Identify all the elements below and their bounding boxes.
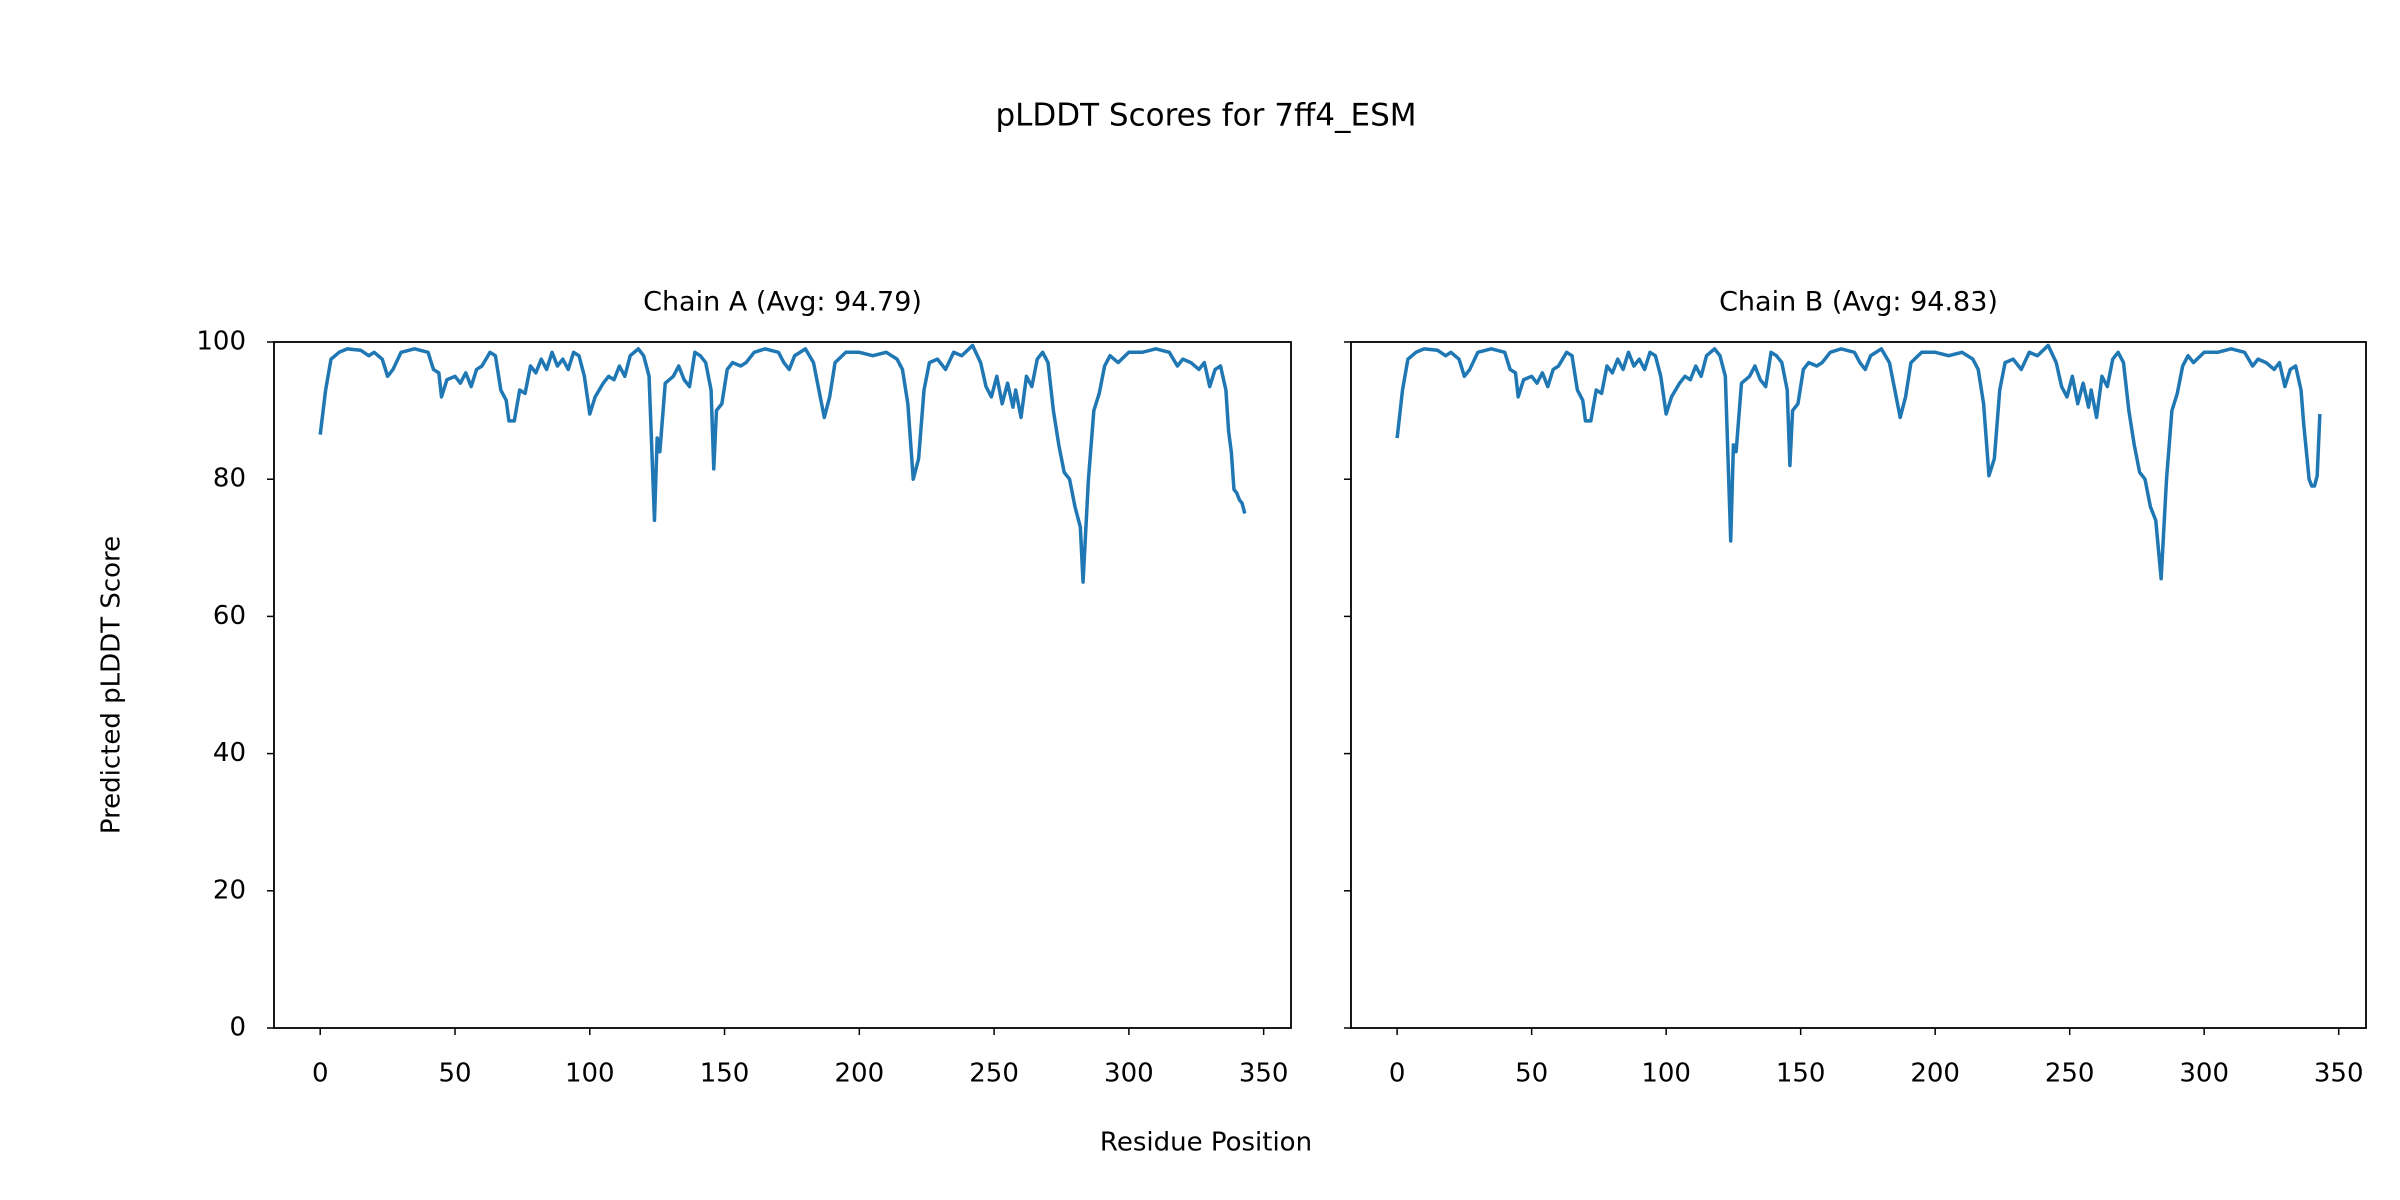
y-tick-label: 60 — [213, 601, 246, 631]
y-tick-label: 0 — [229, 1013, 246, 1043]
x-tick-label: 0 — [1389, 1059, 1406, 1089]
x-tick-label: 250 — [969, 1059, 1019, 1089]
x-tick-label: 300 — [2179, 1059, 2229, 1089]
y-tick-label: 40 — [213, 738, 246, 768]
x-axis-label: Residue Position — [1100, 1128, 1312, 1158]
x-tick-label: 300 — [1104, 1059, 1154, 1089]
x-tick-label: 0 — [312, 1059, 329, 1089]
x-tick-label: 350 — [1239, 1059, 1289, 1089]
x-tick-label: 250 — [2045, 1059, 2095, 1089]
subplot-title: Chain B (Avg: 94.83) — [1719, 287, 1998, 318]
x-tick-label: 100 — [1641, 1059, 1691, 1089]
x-tick-label: 50 — [438, 1059, 471, 1089]
axes-frame — [1350, 341, 2367, 1029]
x-tick-label: 50 — [1515, 1059, 1548, 1089]
subplot-title: Chain A (Avg: 94.79) — [643, 287, 922, 318]
x-tick-label: 150 — [700, 1059, 750, 1089]
x-tick-label: 200 — [1910, 1059, 1960, 1089]
x-tick-label: 150 — [1776, 1059, 1826, 1089]
y-tick-label: 80 — [213, 464, 246, 494]
x-tick-label: 200 — [835, 1059, 885, 1089]
y-tick-label: 20 — [213, 875, 246, 905]
axes-frame — [273, 341, 1292, 1029]
x-tick-label: 350 — [2314, 1059, 2364, 1089]
figure-title: pLDDT Scores for 7ff4_ESM — [995, 98, 1416, 134]
y-tick-label: 100 — [196, 327, 246, 357]
score-line — [1395, 343, 2322, 581]
x-tick-label: 100 — [565, 1059, 615, 1089]
y-axis-label: Predicted pLDDT Score — [97, 536, 127, 834]
score-line — [318, 343, 1247, 584]
